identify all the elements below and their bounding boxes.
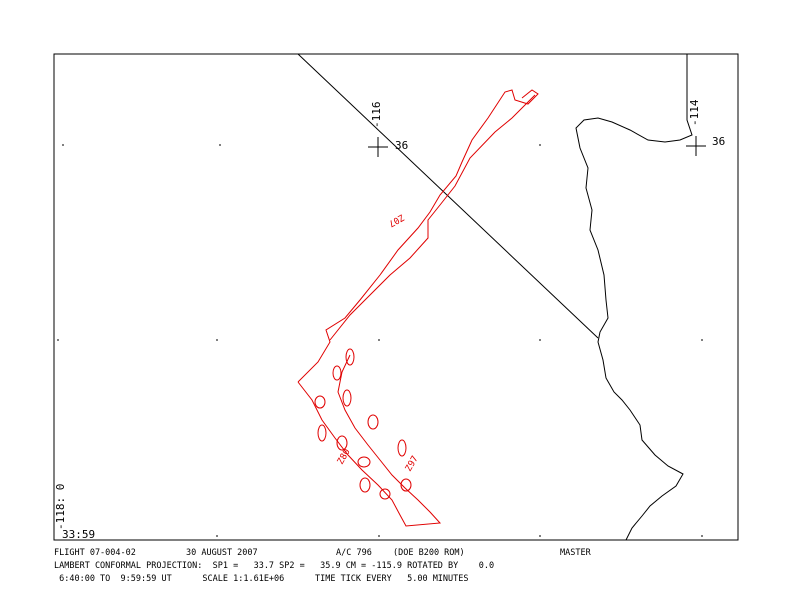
footer-line: LAMBERT CONFORMAL PROJECTION: SP1 = 33.7… xyxy=(54,561,495,571)
grid-ticks xyxy=(57,136,706,537)
track-label: Z07 xyxy=(386,211,405,228)
grid-label: 36 xyxy=(712,135,725,148)
grid-label: 36 xyxy=(395,139,408,152)
footer-field: A/C 796 xyxy=(336,548,372,558)
footer-field: 30 AUGUST 2007 xyxy=(186,548,258,558)
boundary-line xyxy=(297,53,599,339)
footer-line: 6:40:00 TO 9:59:59 UT SCALE 1:1.61E+06 T… xyxy=(54,574,469,584)
grid-label: -116 xyxy=(370,102,383,129)
grid-label: 33:59 xyxy=(62,528,95,541)
grid-label: -118: 0 xyxy=(54,484,67,530)
flight-track xyxy=(297,89,539,527)
grid-label: -114 xyxy=(688,99,701,126)
footer-field: MASTER xyxy=(560,548,591,558)
track-label: Z97 xyxy=(404,454,421,473)
coastline xyxy=(575,54,693,541)
footer-field: FLIGHT 07-004-02 xyxy=(54,548,136,558)
footer-field: (DOE B200 ROM) xyxy=(393,548,465,558)
map-frame xyxy=(53,53,739,541)
